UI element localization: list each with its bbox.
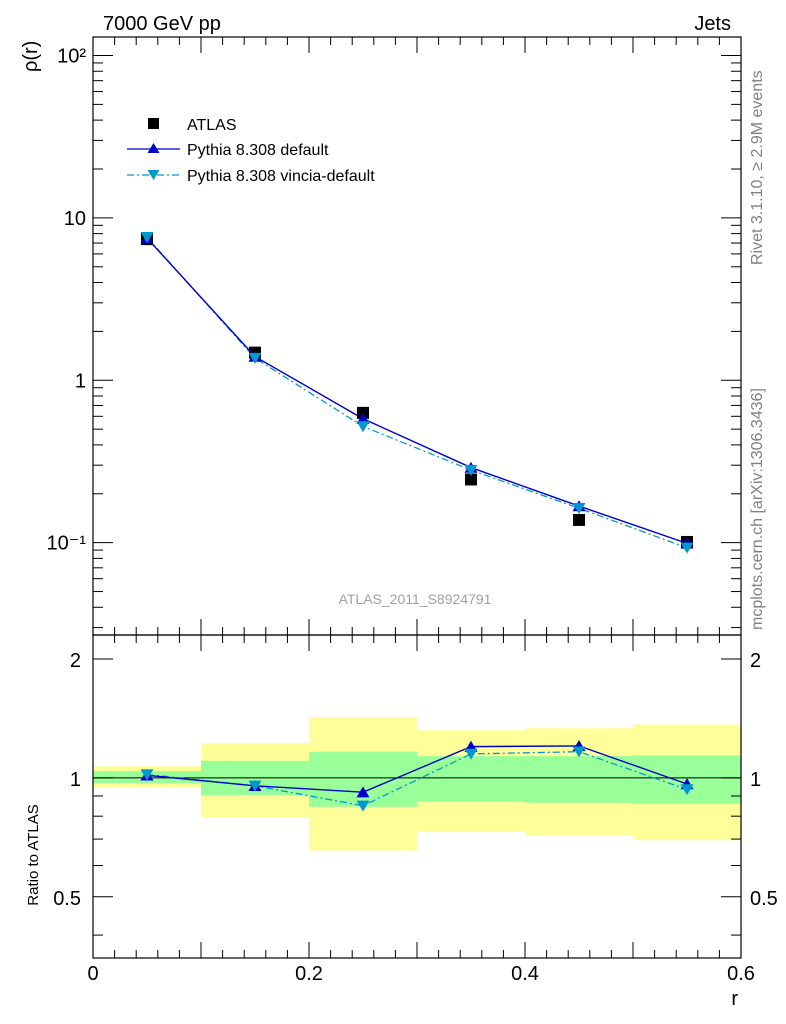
band-inner-3 [417, 756, 525, 802]
band-inner-4 [525, 756, 633, 803]
axes: 0 0.2 0.4 0.6 10⁻¹ 1 10 10² 0.5 0.5 1 1 2 2 [47, 36, 778, 985]
x-tick-label-2: 0.4 [511, 963, 539, 985]
main-point-vincia-0 [140, 232, 154, 244]
ratio-point-vincia-3 [464, 748, 478, 760]
x-tick-label-3: 0.6 [727, 963, 755, 985]
main-point-vincia-5 [680, 542, 694, 554]
header-left: 7000 GeV pp [103, 13, 221, 35]
main-ytick-label-3: 10² [57, 46, 86, 68]
ratio-uncertainty-bands [93, 717, 741, 851]
ratio-ytick-label-right-2: 2 [750, 650, 761, 672]
ratio-ytick-label-right-0: 0.5 [750, 888, 778, 910]
ratio-point-default-2 [356, 786, 370, 798]
ratio-point-vincia-1 [248, 780, 262, 792]
ratio-ytick-label-right-1: 1 [750, 769, 761, 791]
ratio-ytick-label-left-0: 0.5 [53, 888, 81, 910]
legend: ATLAS Pythia 8.308 default Pythia 8.308 … [127, 117, 375, 185]
side-text-bottom: mcplots.cern.ch [arXiv:1306.3436] [749, 388, 766, 630]
main-point-atlas-3 [465, 473, 477, 486]
ratio-line-default [146, 745, 688, 793]
band-inner-2 [309, 751, 417, 807]
ratio-xlabel: r [731, 988, 738, 1010]
legend-label-vincia: Pythia 8.308 vincia-default [187, 168, 375, 185]
ratio-point-vincia-0 [140, 769, 154, 781]
main-point-vincia-3 [464, 464, 478, 476]
main-point-vincia-1 [248, 352, 262, 364]
series [140, 232, 694, 812]
side-text-top: Rivet 3.1.10, ≥ 2.9M events [749, 70, 766, 265]
x-tick-label-0: 0 [87, 963, 98, 985]
analysis-label: ATLAS_2011_S8924791 [339, 591, 492, 607]
main-point-default-2 [356, 412, 370, 424]
main-ylabel: ρ(r) [20, 41, 42, 72]
legend-label-atlas: ATLAS [187, 117, 237, 134]
main-ytick-label-0: 10⁻¹ [47, 533, 87, 555]
legend-marker-atlas [148, 118, 159, 129]
ratio-point-vincia-4 [572, 746, 586, 758]
ratio-ylabel: Ratio to ATLAS [25, 804, 42, 905]
ratio-point-vincia-5 [680, 784, 694, 796]
main-ytick-label-2: 10 [64, 208, 86, 230]
x-tick-label-1: 0.2 [295, 963, 323, 985]
ratio-ytick-label-left-2: 2 [70, 650, 81, 672]
main-point-vincia-4 [572, 503, 586, 515]
main-ytick-label-1: 1 [75, 370, 86, 392]
ratio-ytick-label-left-1: 1 [70, 769, 81, 791]
legend-marker-vincia [147, 170, 160, 180]
legend-marker-default [147, 143, 160, 153]
main-point-atlas-4 [573, 513, 585, 526]
main-line-default [146, 237, 688, 545]
main-point-vincia-2 [356, 421, 370, 433]
header-right: Jets [694, 13, 731, 35]
main-line-vincia [146, 236, 688, 549]
legend-label-default: Pythia 8.308 default [187, 142, 329, 159]
ratio-point-vincia-2 [356, 800, 370, 812]
